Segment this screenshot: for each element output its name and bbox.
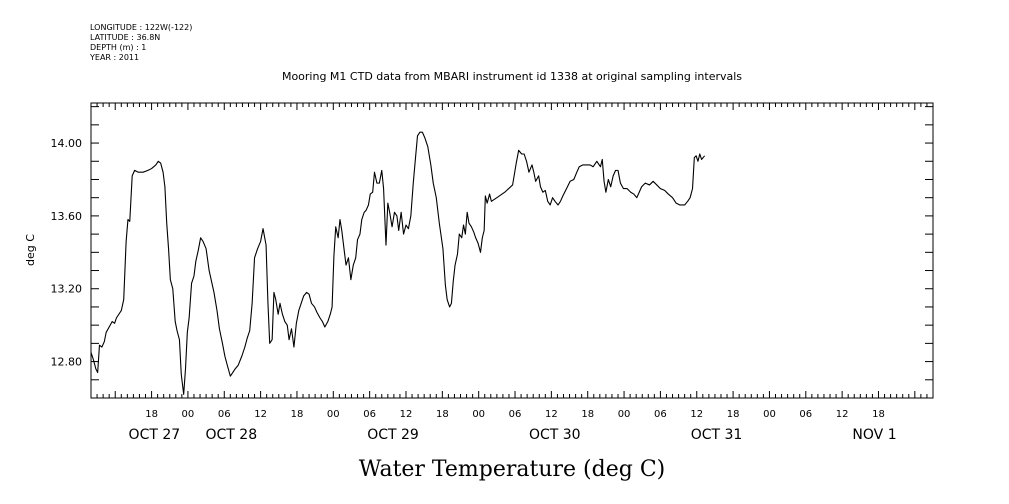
y-tick-label: 12.80: [51, 356, 83, 369]
chart-title: Mooring M1 CTD data from MBARI instrumen…: [282, 70, 742, 83]
x-hour-tick-label: 00: [182, 409, 195, 420]
x-hour-tick-label: 18: [727, 409, 740, 420]
y-tick-label: 14.00: [51, 137, 83, 150]
header-line-year: YEAR : 2011: [89, 53, 139, 62]
x-day-label: OCT 29: [367, 427, 419, 443]
x-hour-tick-label: 00: [763, 409, 776, 420]
x-axis: 18 00 06 12 18 00 06 12 18 00 06 12 18 00 06 12 18 00 06 12…: [129, 409, 897, 443]
x-hour-tick-label: 00: [618, 409, 631, 420]
series-line-0: [90, 131, 706, 395]
x-hour-tick-label: 12: [400, 409, 413, 420]
x-hour-tick-label: 00: [472, 409, 485, 420]
x-axis-title: Water Temperature (deg C): [359, 457, 666, 482]
x-hour-tick-label: 12: [254, 409, 267, 420]
x-day-label: OCT 31: [691, 427, 743, 443]
header-line-longitude: LONGITUDE : 122W(-122): [90, 23, 192, 32]
x-hour-tick-label: 18: [291, 409, 304, 420]
hour-tick-marks: [90, 103, 934, 398]
plot-frame: [90, 102, 934, 399]
series-layer: [90, 131, 706, 395]
x-hour-tick-label: 18: [581, 409, 594, 420]
y-axis-label: deg C: [24, 234, 37, 266]
x-day-label: OCT 27: [129, 427, 181, 443]
x-hour-tick-label: 06: [363, 409, 376, 420]
metadata-header: LONGITUDE : 122W(-122) LATITUDE : 36.8N …: [89, 23, 192, 62]
x-day-label: NOV 1: [852, 427, 896, 443]
x-hour-tick-label: 00: [327, 409, 340, 420]
y-axis: 12.80 13.20 13.60 14.00: [51, 106, 933, 381]
header-line-latitude: LATITUDE : 36.8N: [90, 33, 160, 42]
x-hour-tick-label: 12: [836, 409, 849, 420]
x-hour-tick-label: 18: [872, 409, 885, 420]
x-hour-tick-label: 06: [218, 409, 231, 420]
x-day-label: OCT 30: [529, 427, 581, 443]
x-hour-tick-label: 12: [690, 409, 703, 420]
y-tick-label: 13.60: [51, 210, 83, 223]
minor-ticks: [90, 103, 934, 398]
x-hour-tick-label: 12: [545, 409, 558, 420]
x-hour-tick-label: 06: [654, 409, 667, 420]
x-hour-tick-label: 18: [145, 409, 158, 420]
x-hour-tick-label: 06: [799, 409, 812, 420]
y-tick-label: 13.20: [51, 283, 83, 296]
x-hour-tick-label: 18: [436, 409, 449, 420]
x-hour-tick-label: 06: [509, 409, 522, 420]
x-day-label: OCT 28: [205, 427, 257, 443]
header-line-depth: DEPTH (m) : 1: [90, 43, 146, 52]
